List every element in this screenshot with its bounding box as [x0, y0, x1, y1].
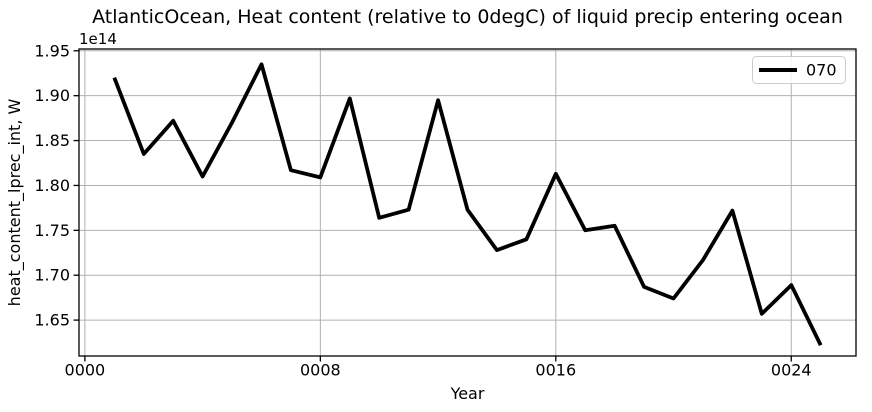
y-tick-label: 1.85 — [34, 131, 70, 150]
x-tick-label: 0024 — [771, 361, 812, 380]
x-tick-label: 0008 — [300, 361, 341, 380]
y-tick-label: 1.75 — [34, 221, 70, 240]
y-tick-label: 1.95 — [34, 41, 70, 60]
series-line-070 — [112, 62, 823, 347]
x-tick-label: 0016 — [535, 361, 576, 380]
legend-box — [752, 56, 846, 84]
y-tick-label: 1.80 — [34, 176, 70, 195]
gridlines — [79, 49, 856, 356]
y-axis-offset-label: 1e14 — [79, 30, 117, 48]
chart-title: AtlanticOcean, Heat content (relative to… — [92, 6, 843, 28]
y-tick-label: 1.70 — [34, 266, 70, 285]
axes-spines — [78, 48, 857, 357]
legend: 070 — [752, 56, 846, 84]
ticks: 0000 0008 0016 0024 1.65 1.70 1.75 1.80 1.85 1.90… — [34, 41, 811, 379]
x-axis-label: Year — [450, 384, 485, 403]
legend-entry-label: 070 — [806, 61, 837, 80]
y-tick-label: 1.65 — [34, 311, 70, 330]
x-tick-label: 0000 — [65, 361, 106, 380]
y-axis-label: heat_content_lprec_int, W — [5, 99, 25, 307]
y-tick-label: 1.90 — [34, 86, 70, 105]
